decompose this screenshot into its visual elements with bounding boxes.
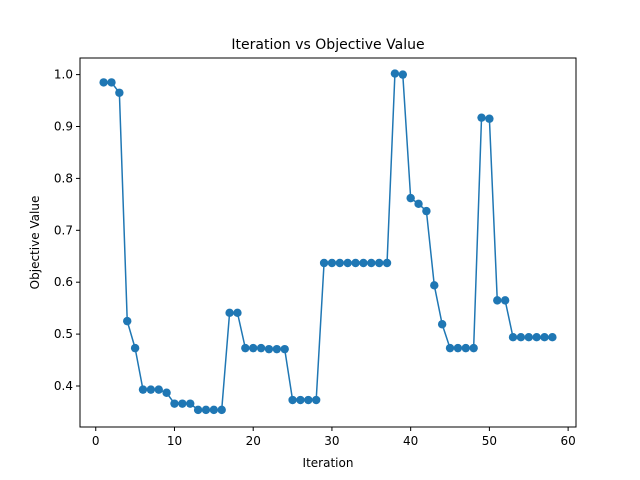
- y-tick-label: 0.7: [54, 223, 73, 237]
- data-point: [516, 333, 526, 342]
- data-point: [280, 344, 289, 354]
- data-point: [186, 399, 195, 408]
- data-point: [367, 258, 376, 268]
- data-point: [327, 258, 337, 268]
- data-point: [430, 281, 439, 290]
- x-tick-label: 40: [403, 434, 418, 448]
- data-point: [524, 333, 533, 342]
- data-point: [170, 399, 179, 408]
- data-point: [406, 193, 415, 203]
- data-point: [201, 405, 211, 415]
- data-point: [477, 113, 486, 122]
- x-tick-label: 10: [167, 434, 182, 448]
- data-point: [540, 333, 549, 342]
- y-tick-label: 0.8: [54, 171, 73, 185]
- x-tick-label: 20: [246, 434, 261, 448]
- y-axis: 0.4 0.5 0.6 0.7 0.8 0.9 1.0: [54, 68, 80, 393]
- data-point: [123, 316, 132, 326]
- data-point: [374, 258, 384, 268]
- data-point: [154, 385, 163, 394]
- data-point: [209, 405, 219, 415]
- data-point: [225, 308, 234, 318]
- data-point: [508, 333, 518, 342]
- data-point: [241, 343, 250, 353]
- data-point: [304, 395, 313, 405]
- data-point: [99, 78, 108, 87]
- data-point: [138, 385, 148, 394]
- data-point: [311, 395, 321, 405]
- y-tick-label: 0.4: [54, 379, 73, 393]
- data-point: [146, 385, 156, 394]
- data-point: [115, 88, 124, 97]
- data-point: [461, 343, 470, 353]
- data-point: [162, 388, 171, 397]
- axes-frame: [79, 57, 577, 428]
- data-point: [256, 343, 266, 353]
- x-tick-label: 0: [92, 434, 100, 448]
- data-point: [437, 320, 447, 329]
- data-point: [107, 78, 116, 87]
- y-tick-label: 1.0: [54, 68, 73, 82]
- data-point: [500, 296, 510, 305]
- data-point: [548, 333, 557, 342]
- data-point: [351, 258, 360, 268]
- y-axis-label: Objective Value: [28, 196, 42, 290]
- data-point: [485, 114, 494, 123]
- data-point: [398, 70, 407, 79]
- series-line: [103, 72, 553, 411]
- data-point: [359, 258, 368, 268]
- x-axis-label: Iteration: [303, 456, 354, 470]
- data-point: [319, 258, 329, 268]
- data-point: [296, 395, 305, 405]
- y-tick-label: 0.6: [54, 275, 73, 289]
- chart-title: Iteration vs Objective Value: [231, 37, 424, 53]
- plot-area: [99, 69, 557, 415]
- y-tick-label: 0.5: [54, 327, 73, 341]
- data-point: [414, 199, 423, 209]
- data-point: [493, 296, 502, 305]
- data-point: [249, 343, 258, 353]
- data-point: [382, 258, 392, 268]
- data-point: [264, 344, 274, 354]
- data-point: [343, 258, 352, 268]
- data-point: [178, 399, 187, 408]
- data-point: [217, 405, 226, 415]
- data-point: [272, 344, 282, 354]
- data-point: [335, 258, 345, 268]
- data-point: [469, 343, 478, 353]
- y-tick-label: 0.9: [54, 120, 73, 134]
- x-axis: 0 10 20 30 40 50 60: [92, 427, 576, 448]
- data-point: [422, 206, 431, 216]
- data-point: [390, 69, 400, 78]
- data-point: [445, 343, 455, 353]
- data-point: [233, 308, 242, 318]
- data-point: [193, 405, 203, 415]
- x-tick-label: 50: [482, 434, 497, 448]
- data-point: [453, 343, 463, 353]
- x-tick-label: 30: [324, 434, 339, 448]
- data-point: [288, 395, 297, 405]
- data-point: [130, 343, 140, 353]
- x-tick-label: 60: [560, 434, 575, 448]
- data-point: [532, 333, 541, 342]
